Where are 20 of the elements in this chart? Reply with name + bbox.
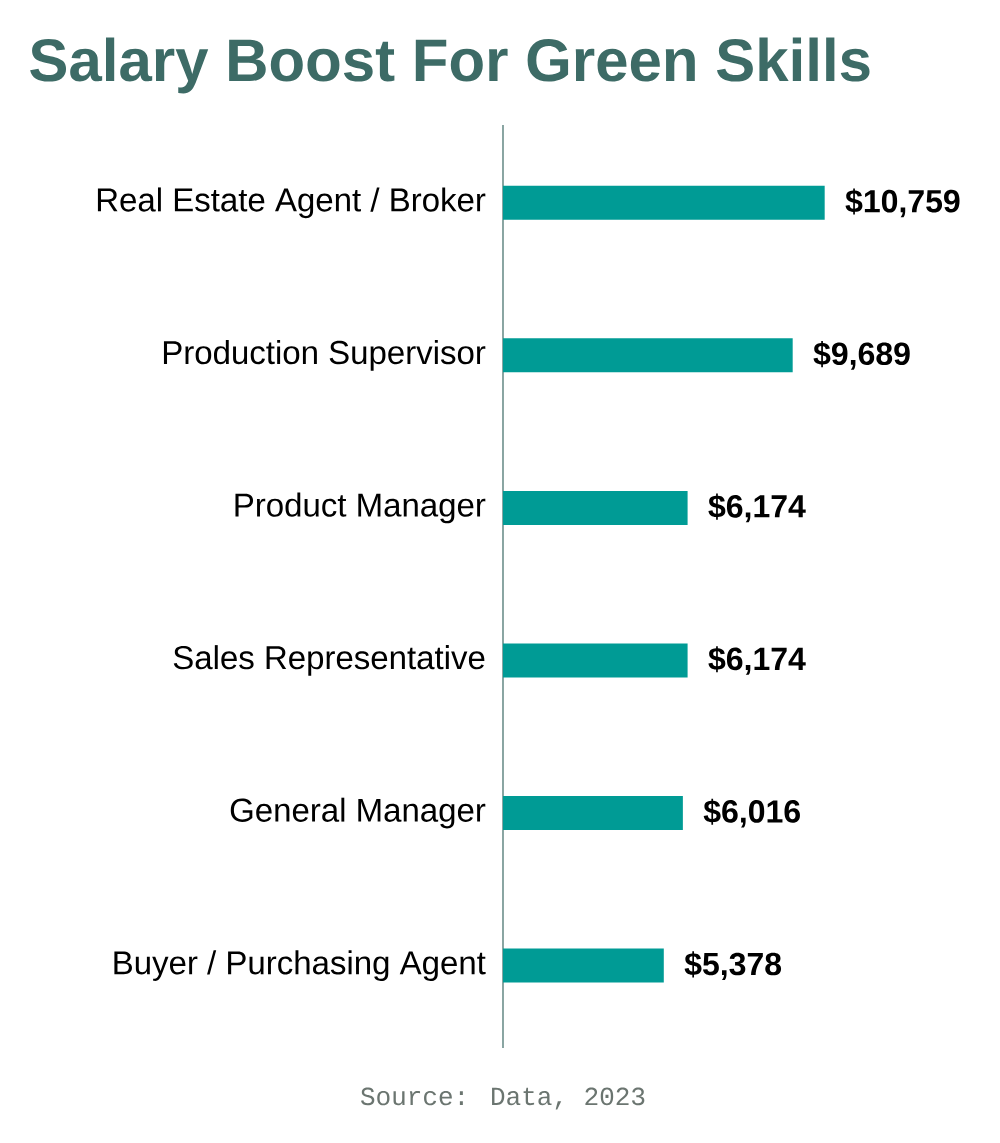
y-tick-label: Real Estate Agent / Broker bbox=[97, 187, 486, 219]
source-note: Source: Data, 2023 bbox=[360, 1087, 645, 1110]
y-tick-label: Buyer / Purchasing Agent bbox=[114, 950, 486, 981]
y-tick-label: Product Manager bbox=[235, 492, 486, 524]
bar bbox=[503, 338, 793, 373]
bar bbox=[503, 796, 683, 831]
data-label: $9,689 bbox=[813, 341, 910, 370]
bar bbox=[503, 490, 688, 525]
y-tick-label: Sales Representative bbox=[173, 645, 485, 676]
bar bbox=[503, 185, 825, 220]
data-label: $6,174 bbox=[708, 646, 806, 675]
y-tick-label: General Manager bbox=[230, 797, 486, 829]
data-label: $5,378 bbox=[684, 951, 782, 980]
data-label: $10,759 bbox=[845, 188, 960, 218]
y-tick-label: Production Supervisor bbox=[163, 339, 486, 371]
data-label: $6,016 bbox=[703, 798, 800, 828]
chart-title: Salary Boost For Green Skills bbox=[30, 37, 870, 94]
bar bbox=[503, 643, 688, 678]
data-label: $6,174 bbox=[708, 493, 806, 523]
bar bbox=[503, 948, 664, 983]
